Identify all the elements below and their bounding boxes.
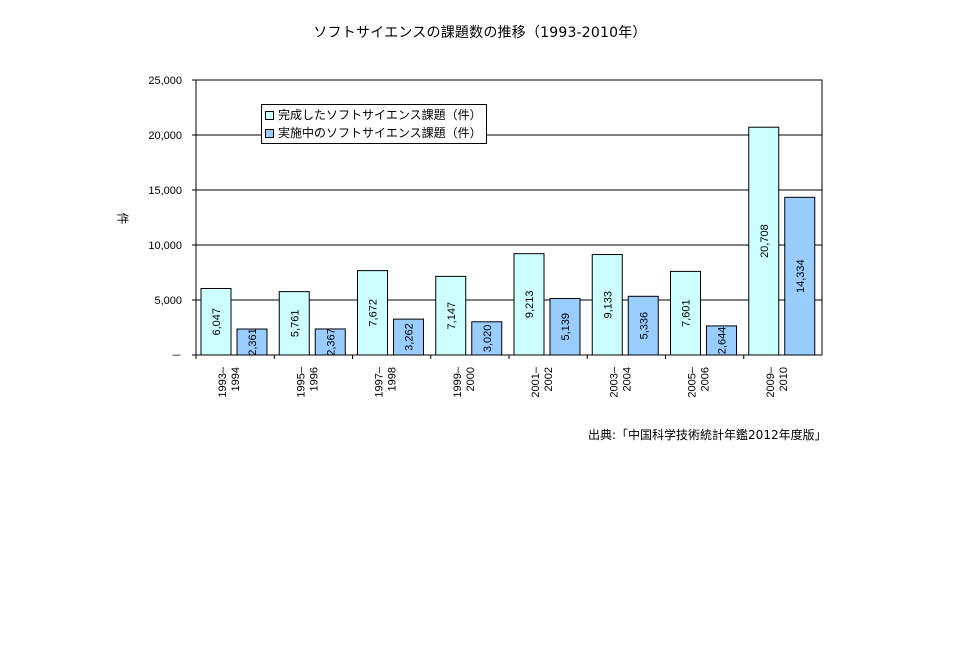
bar-value-label: 5,761 [289, 310, 301, 338]
y-tick-label: － [171, 350, 182, 362]
bar-completed [357, 270, 388, 356]
bar-value-label: 9,213 [524, 291, 536, 319]
bar-ongoing [236, 328, 268, 356]
bar-value-label: 7,672 [368, 299, 380, 327]
bar-value-label: 2,361 [247, 328, 259, 356]
chart-title: ソフトサイエンスの課題数の推移（1993-2010年） [313, 25, 647, 41]
bar-ongoing [549, 297, 581, 356]
legend: 完成したソフトサイエンス課題（件） 実施中のソフトサイエンス課題（件） [261, 104, 487, 144]
legend-item-completed: 完成したソフトサイエンス課題（件） [265, 106, 482, 124]
x-category-label: 1997– [374, 366, 386, 397]
x-category-label: 2006 [700, 367, 712, 391]
y-tick-label: 15,000 [148, 185, 182, 197]
x-category-label: 2001– [530, 366, 542, 397]
x-category-label: 2000 [465, 367, 477, 391]
bar-completed [278, 291, 310, 356]
bar-ongoing [314, 328, 346, 356]
x-category-label: 1993– [217, 366, 229, 397]
x-category-label: 2004 [621, 367, 633, 391]
axes [195, 79, 823, 359]
bar-value-label: 14,334 [795, 259, 807, 293]
bar-value-label: 6,047 [211, 308, 223, 336]
plot-area-border [195, 79, 823, 356]
bar-value-label: 3,020 [482, 325, 494, 353]
y-axis-ticks: － 5,000 10,000 15,000 20,000 25,000 [148, 75, 196, 362]
bar-ongoing [471, 321, 503, 356]
x-category-label: 2003– [608, 366, 620, 397]
y-tick-label: 10,000 [148, 240, 182, 252]
bar-completed [200, 287, 232, 356]
legend-swatch-ongoing [265, 128, 274, 138]
legend-label-completed: 完成したソフトサイエンス課題（件） [278, 108, 482, 122]
bars: 6,047 2,361 5,761 2,367 7,672 3,262 7,147 3,020… [200, 126, 816, 356]
x-category-label: 2010 [778, 367, 790, 391]
x-category-label: 2005– [687, 366, 699, 397]
bar-ongoing [627, 295, 659, 356]
bar-value-label: 9,133 [602, 291, 614, 319]
x-category-label: 1999– [452, 366, 464, 397]
bar-value-label: 7,147 [446, 302, 458, 330]
y-axis-label: 件 [115, 212, 130, 225]
bar-completed [591, 254, 623, 356]
x-category-label: 1995– [295, 366, 307, 397]
x-category-label: 1996 [308, 367, 320, 391]
x-category-label: 2002 [543, 367, 555, 391]
bar-ongoing [393, 318, 424, 356]
x-category-label: 1998 [387, 367, 399, 391]
bar-value-label: 20,708 [759, 224, 771, 258]
bar-ongoing [706, 325, 737, 356]
x-category-label: 1994 [230, 367, 242, 391]
bar-completed [513, 253, 545, 356]
bar-completed [748, 126, 780, 356]
bar-value-label: 3,262 [404, 323, 416, 351]
x-axis-categories: 1993– 1994 1995– 1996 1997– 1998 1999– 2000 2001… [217, 366, 790, 397]
bar-value-label: 7,601 [681, 299, 693, 327]
x-category-label: 2009– [765, 366, 777, 397]
bar-value-label: 5,336 [638, 312, 650, 340]
bar-ongoing [784, 196, 816, 356]
legend-swatch-completed [265, 110, 274, 120]
bar-completed [670, 270, 701, 356]
bar-value-label: 2,644 [717, 327, 729, 355]
legend-item-ongoing: 実施中のソフトサイエンス課題（件） [265, 124, 482, 142]
y-tick-label: 25,000 [148, 75, 182, 87]
y-tick-label: 20,000 [148, 130, 182, 142]
bar-value-label: 5,139 [560, 313, 572, 341]
source-note: 出典:「中国科学技術統計年鑑2012年度版」 [588, 428, 827, 442]
y-tick-label: 5,000 [154, 295, 182, 307]
legend-label-ongoing: 実施中のソフトサイエンス課題（件） [278, 126, 482, 140]
bar-completed [435, 275, 467, 356]
bar-value-label: 2,367 [325, 328, 337, 356]
